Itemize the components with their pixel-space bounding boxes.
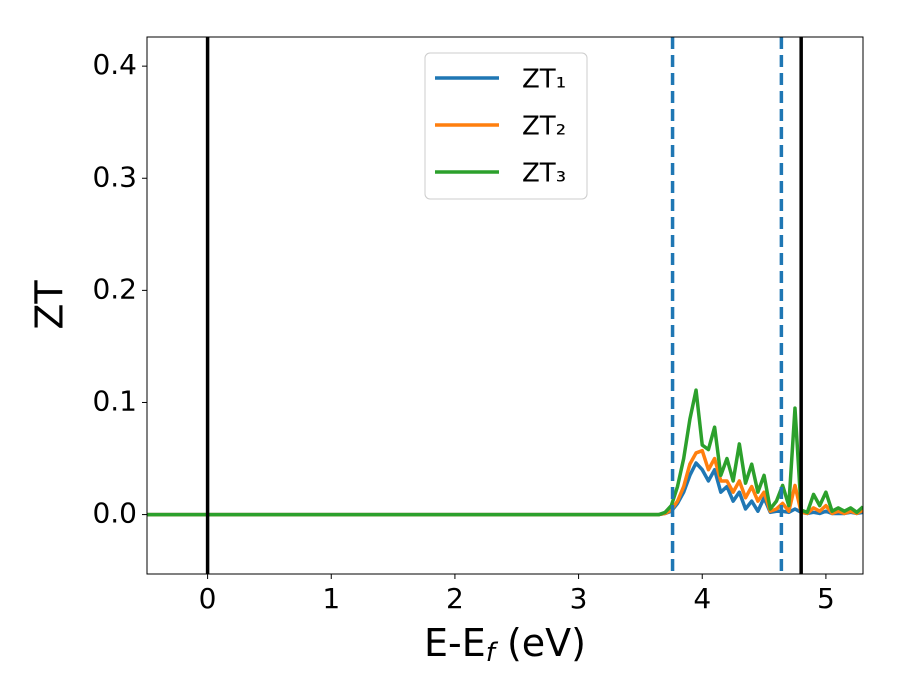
series-line bbox=[147, 448, 863, 517]
x-tick-label: 5 bbox=[817, 582, 835, 615]
plot-area bbox=[147, 37, 863, 574]
legend-label: ZT₁ bbox=[522, 65, 566, 95]
x-label-main: E-E bbox=[424, 621, 486, 665]
x-tick-label: 3 bbox=[570, 582, 588, 615]
x-tick-label: 0 bbox=[199, 582, 217, 615]
legend-box bbox=[424, 52, 588, 200]
y-tick-label: 0.3 bbox=[92, 160, 137, 193]
y-tick-label: 0.1 bbox=[92, 384, 137, 417]
y-tick-label: 0.0 bbox=[92, 497, 137, 530]
x-tick-label: 4 bbox=[693, 582, 711, 615]
plot-frame bbox=[146, 36, 864, 575]
legend-label: ZT₃ bbox=[522, 159, 566, 189]
y-tick-label: 0.4 bbox=[92, 48, 137, 81]
y-tick-label: 0.2 bbox=[92, 272, 137, 305]
x-label-unit: (eV) bbox=[495, 621, 586, 665]
x-axis-label: E-Ef (eV) bbox=[424, 621, 586, 668]
series-line bbox=[147, 388, 863, 517]
x-tick-label: 1 bbox=[322, 582, 340, 615]
y-axis-label: ZT bbox=[28, 280, 72, 330]
x-tick-label: 2 bbox=[446, 582, 464, 615]
legend-label: ZT₂ bbox=[522, 112, 566, 142]
